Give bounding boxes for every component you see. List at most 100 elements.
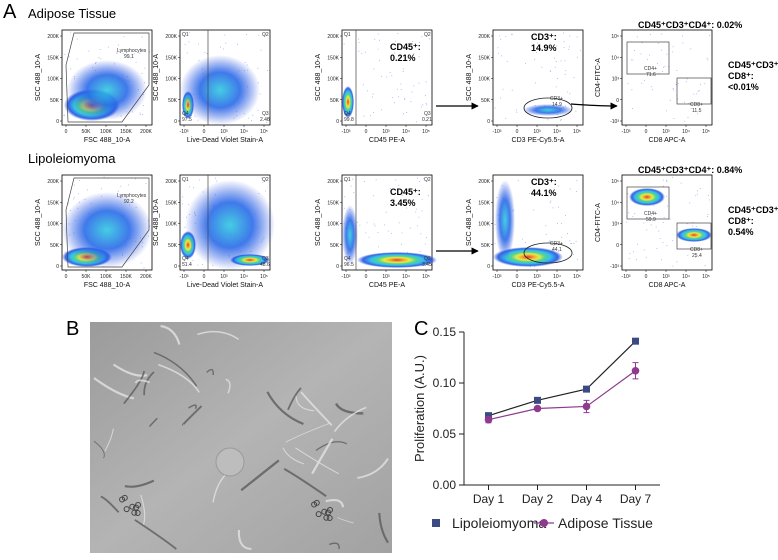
x-tick-label: 10³ bbox=[220, 274, 228, 280]
event-dot bbox=[403, 113, 405, 115]
event-dot bbox=[683, 101, 685, 103]
density bbox=[342, 205, 358, 265]
event-dot bbox=[418, 56, 420, 58]
gate-name: CD3+ bbox=[550, 96, 563, 102]
event-dot bbox=[692, 225, 694, 227]
x-tick-label: 10³ bbox=[220, 129, 228, 135]
event-dot bbox=[394, 102, 396, 104]
event-dot bbox=[547, 119, 549, 121]
event-dot bbox=[676, 69, 678, 71]
event-dot bbox=[656, 248, 658, 250]
event-dot bbox=[206, 52, 208, 54]
y-axis-label: SCC 488_10-A bbox=[35, 54, 42, 101]
event-dot bbox=[100, 58, 102, 60]
event-dot bbox=[666, 180, 668, 182]
event-dot bbox=[549, 202, 551, 204]
event-dot bbox=[626, 221, 628, 223]
event-dot bbox=[353, 192, 355, 194]
side-annotation: CD45⁺CD3⁺ bbox=[728, 205, 778, 215]
event-dot bbox=[672, 88, 674, 90]
annotation: 44.1% bbox=[531, 188, 557, 198]
x-tick-label: 10⁵ bbox=[260, 129, 268, 135]
event-dot bbox=[415, 211, 417, 213]
event-dot bbox=[706, 57, 708, 59]
event-dot bbox=[560, 119, 562, 121]
event-dot bbox=[181, 203, 183, 205]
event-dot bbox=[141, 114, 143, 116]
y-tick-label: 200K bbox=[165, 179, 177, 185]
event-dot bbox=[410, 101, 412, 103]
event-dot bbox=[627, 193, 629, 195]
cell-cluster bbox=[315, 511, 322, 518]
series-line bbox=[488, 370, 636, 421]
event-dot bbox=[214, 177, 216, 179]
x-tick-label: 10³ bbox=[662, 274, 670, 280]
event-dot bbox=[545, 225, 547, 227]
event-dot bbox=[664, 65, 666, 67]
event-dot bbox=[103, 176, 105, 178]
flow-panel: Adipose Tissue0050K50K100K100K150K150K20… bbox=[28, 6, 778, 289]
cell bbox=[197, 330, 240, 340]
event-dot bbox=[149, 51, 151, 53]
event-dot bbox=[377, 48, 379, 50]
plot-frame bbox=[341, 29, 433, 126]
event-dot bbox=[128, 56, 130, 58]
y-tick-label: 0 bbox=[487, 264, 490, 270]
event-dot bbox=[566, 232, 568, 234]
event-dot bbox=[344, 196, 346, 198]
x-tick-label: 100K bbox=[100, 129, 112, 135]
event-dot bbox=[266, 121, 268, 123]
event-dot bbox=[640, 53, 642, 55]
event-dot bbox=[556, 45, 558, 47]
x-tick-label: 0 bbox=[203, 129, 206, 135]
quadrant-label: Q2 bbox=[424, 177, 431, 183]
x-tick-label: -10³ bbox=[342, 274, 351, 280]
event-dot bbox=[411, 91, 413, 93]
quadrant-value: 96.5 bbox=[344, 262, 354, 268]
event-dot bbox=[666, 179, 668, 181]
event-dot bbox=[391, 232, 393, 234]
gate bbox=[676, 77, 712, 105]
event-dot bbox=[426, 104, 428, 106]
event-dot bbox=[505, 117, 507, 119]
event-dot bbox=[387, 230, 389, 232]
gate-name: CD4+ bbox=[644, 211, 657, 217]
y-tick-label: 50K bbox=[168, 98, 178, 104]
event-dot bbox=[396, 88, 398, 90]
event-dot bbox=[385, 211, 387, 213]
quadrant-label: Q4 bbox=[344, 256, 351, 262]
event-dot bbox=[122, 53, 124, 55]
gate-name: CD8+ bbox=[690, 247, 703, 253]
event-dot bbox=[350, 185, 352, 187]
cell bbox=[315, 441, 348, 451]
event-dot bbox=[576, 36, 578, 38]
event-dot bbox=[421, 198, 423, 200]
y-tick-label: 10⁴ bbox=[611, 200, 619, 206]
event-dot bbox=[412, 40, 414, 42]
event-dot bbox=[666, 53, 668, 55]
event-dot bbox=[662, 221, 664, 223]
event-dot bbox=[677, 83, 679, 85]
event-dot bbox=[188, 204, 190, 206]
y-axis-label: Proliferation (A.U.) bbox=[412, 355, 427, 462]
cell-cluster bbox=[134, 509, 141, 516]
event-dot bbox=[418, 216, 420, 218]
event-dot bbox=[632, 251, 634, 253]
event-dot bbox=[529, 193, 531, 195]
gate-value: 71.6 bbox=[646, 72, 656, 78]
event-dot bbox=[571, 242, 573, 244]
event-dot bbox=[117, 190, 119, 192]
event-dot bbox=[568, 48, 570, 50]
series-line bbox=[488, 340, 636, 417]
event-dot bbox=[630, 59, 632, 61]
event-dot bbox=[371, 96, 373, 98]
quadrant-label: Q3 bbox=[424, 256, 431, 262]
event-dot bbox=[555, 61, 557, 63]
event-dot bbox=[535, 52, 537, 54]
event-dot bbox=[522, 238, 524, 240]
quadrant-value: 2.48 bbox=[260, 117, 270, 123]
event-dot bbox=[402, 70, 404, 72]
event-dot bbox=[395, 179, 397, 181]
event-dot bbox=[662, 242, 664, 244]
gate-value: 59.9 bbox=[646, 217, 656, 223]
